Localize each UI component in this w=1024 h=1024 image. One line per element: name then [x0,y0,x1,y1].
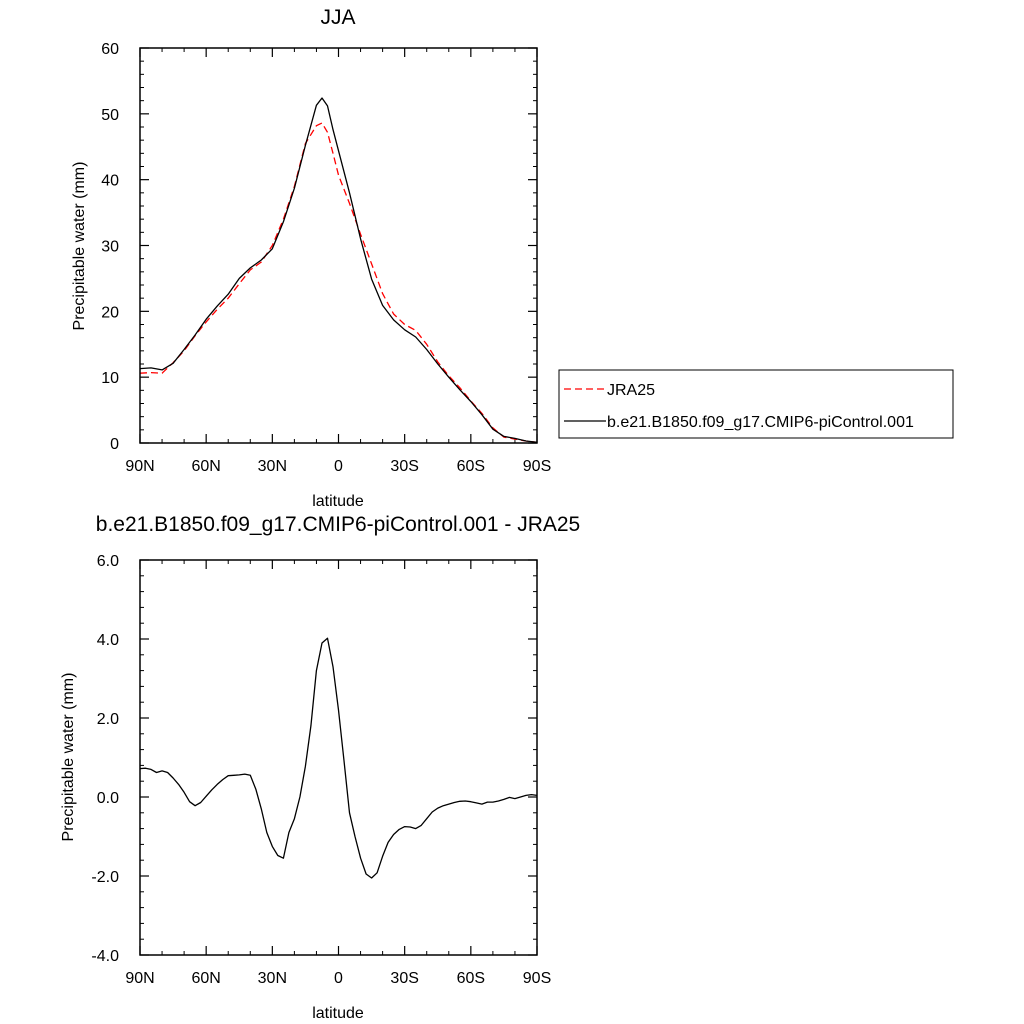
top-x-tick-label: 90N [125,458,154,475]
legend-box [558,369,954,439]
top-y-tick-label: 20 [101,304,119,321]
legend-model-label: b.e21.B1850.f09_g17.CMIP6-piControl.001 [607,414,914,431]
top-x-tick-label: 90S [523,458,551,475]
top-plot-frame [139,47,538,444]
bottom-x-tick-label: 90S [523,970,551,987]
bottom-series-line-0 [139,637,538,879]
bottom-x-tick-label: 30S [390,970,418,987]
top-axis-ticks: 90N 60N 30N 0 30S 60S 90S 0 10 20 30 40 50 60 [101,41,551,475]
top-plot-lines [139,97,538,443]
top-x-tick-label: 30S [390,458,418,475]
bottom-x-tick-label: 30N [258,970,287,987]
bottom-y-tick-label: 2.0 [97,711,119,728]
legend-jra25-label: JRA25 [607,382,655,399]
bottom-x-tick-label: 60S [457,970,485,987]
top-y-tick-label: 50 [101,107,119,124]
bottom-y-tick-label: 6.0 [97,553,119,570]
bottom-panel: b.e21.B1850.f09_g17.CMIP6-piControl.001 … [60,513,580,1022]
top-chart-title: JJA [320,6,355,29]
bottom-x-tick-label: 60N [191,970,220,987]
top-y-tick-label: 10 [101,370,119,387]
top-x-tick-label: 60N [191,458,220,475]
bottom-y-axis-label: Precipitable water (mm) [60,673,77,842]
bottom-chart-title: b.e21.B1850.f09_g17.CMIP6-piControl.001 … [96,513,580,536]
top-y-axis-label: Precipitable water (mm) [71,162,88,331]
top-y-tick-label: 40 [101,173,119,190]
top-x-axis-label: latitude [312,493,364,510]
bottom-plot-lines [139,637,538,879]
bottom-x-axis-label: latitude [312,1005,364,1022]
top-y-tick-label: 30 [101,239,119,256]
top-panel: JJA 90N 60N 30N 0 30S 60S 90S 0 10 20 30 40 50 60 lat… [71,6,551,510]
bottom-y-tick-label: 0.0 [97,790,119,807]
bottom-y-tick-label: -4.0 [91,948,119,965]
bottom-y-tick-label: -2.0 [91,869,119,886]
bottom-y-tick-label: 4.0 [97,632,119,649]
top-x-tick-label: 60S [457,458,485,475]
top-y-tick-label: 0 [110,436,119,453]
top-x-tick-label: 30N [258,458,287,475]
top-series-line-1 [139,97,538,443]
bottom-plot-frame [139,559,538,956]
top-series-line-0 [139,122,538,443]
top-x-tick-label: 0 [334,458,343,475]
bottom-x-tick-label: 90N [125,970,154,987]
top-y-tick-label: 60 [101,41,119,58]
bottom-x-tick-label: 0 [334,970,343,987]
bottom-axis-ticks: 90N 60N 30N 0 30S 60S 90S -4.0 -2.0 0.0 2.0 4.0 6.0 [91,553,551,987]
legend: JRA25 b.e21.B1850.f09_g17.CMIP6-piContro… [558,369,954,439]
